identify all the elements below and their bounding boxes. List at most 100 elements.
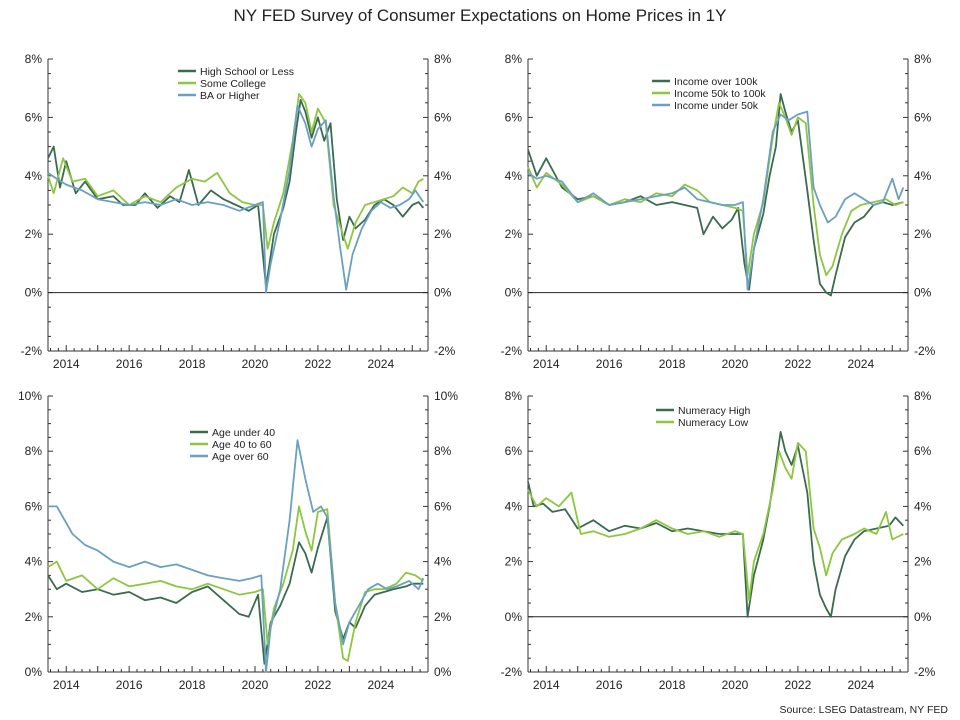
y-tick-label-left: -2% xyxy=(501,665,523,679)
y-tick-label-right: 6% xyxy=(914,444,932,458)
y-tick-label-right: 6% xyxy=(914,110,932,124)
x-tick-label: 2024 xyxy=(847,678,874,692)
legend-label: Age 40 to 60 xyxy=(212,439,272,451)
x-tick-label: 2014 xyxy=(533,357,560,371)
y-tick-label-right: 8% xyxy=(434,444,452,458)
x-tick-label: 2024 xyxy=(367,678,394,692)
series-line-some-college xyxy=(47,93,424,250)
y-tick-label-left: 2% xyxy=(25,610,43,624)
series-line-ba-or-higher xyxy=(47,104,425,294)
y-tick-label-left: 6% xyxy=(25,499,43,513)
y-tick-label-right: 2% xyxy=(434,610,452,624)
y-tick-label-left: 8% xyxy=(25,52,43,66)
y-tick-label-left: 0% xyxy=(505,286,523,300)
x-tick-label: 2014 xyxy=(533,678,560,692)
x-tick-label: 2022 xyxy=(305,357,332,371)
legend-label: BA or Higher xyxy=(200,90,260,102)
legend-label: High School or Less xyxy=(200,66,294,78)
y-tick-label-left: -2% xyxy=(501,344,523,358)
y-tick-label-right: 6% xyxy=(434,499,452,513)
y-tick-label-left: 0% xyxy=(505,610,523,624)
y-tick-label-right: -2% xyxy=(914,344,936,358)
y-tick-label-right: 4% xyxy=(434,169,452,183)
y-tick-label-left: 2% xyxy=(505,555,523,569)
page-title: NY FED Survey of Consumer Expectations o… xyxy=(233,6,727,25)
y-tick-label-right: 4% xyxy=(434,555,452,569)
y-tick-label-left: 2% xyxy=(505,227,523,241)
y-tick-label-left: 4% xyxy=(505,169,523,183)
x-tick-label: 2024 xyxy=(367,357,394,371)
x-tick-label: 2020 xyxy=(722,357,749,371)
y-tick-label-left: -2% xyxy=(21,344,43,358)
legend-label: Income 50k to 100k xyxy=(674,88,766,100)
series-line-numeracy-low xyxy=(527,441,904,602)
panel-income: -2% -2% 0% 0% 2% 2% 4% 4% 6% 6% 8% 8% 2014 2016 2018 20… xyxy=(501,52,936,371)
y-tick-label-right: 0% xyxy=(434,665,452,679)
x-tick-label: 2016 xyxy=(116,678,143,692)
y-tick-label-left: 2% xyxy=(25,227,43,241)
x-tick-label: 2016 xyxy=(596,357,623,371)
series-line-age-over-60 xyxy=(48,439,425,673)
x-tick-label: 2018 xyxy=(659,678,686,692)
series-line-high-school-or-less xyxy=(47,99,424,288)
y-tick-label-left: 6% xyxy=(505,110,523,124)
y-tick-label-right: 8% xyxy=(434,52,452,66)
y-tick-label-left: 10% xyxy=(18,389,42,403)
y-tick-label-left: 4% xyxy=(25,169,43,183)
x-tick-label: 2016 xyxy=(596,678,623,692)
y-tick-label-right: 8% xyxy=(914,52,932,66)
x-tick-label: 2018 xyxy=(179,678,206,692)
y-tick-label-left: 8% xyxy=(505,389,523,403)
y-tick-label-left: 4% xyxy=(25,555,43,569)
x-tick-label: 2014 xyxy=(53,678,80,692)
x-tick-label: 2022 xyxy=(785,357,812,371)
x-tick-label: 2024 xyxy=(847,357,874,371)
y-tick-label-left: 8% xyxy=(505,52,523,66)
y-tick-label-right: 8% xyxy=(914,389,932,403)
y-tick-label-right: 2% xyxy=(914,555,932,569)
y-tick-label-left: 4% xyxy=(505,499,523,513)
y-tick-label-right: 2% xyxy=(434,227,452,241)
legend-label: Income over 100k xyxy=(674,76,758,88)
x-tick-label: 2020 xyxy=(242,357,269,371)
x-tick-label: 2014 xyxy=(53,357,80,371)
series-line-income-under-50k xyxy=(527,110,905,291)
y-tick-label-right: 0% xyxy=(914,286,932,300)
y-tick-label-left: 6% xyxy=(505,444,523,458)
y-tick-label-right: 0% xyxy=(434,286,452,300)
y-tick-label-left: 8% xyxy=(25,444,43,458)
x-tick-label: 2022 xyxy=(305,678,332,692)
x-tick-label: 2018 xyxy=(659,357,686,371)
y-tick-label-right: 2% xyxy=(914,227,932,241)
legend-label: Age under 40 xyxy=(212,427,275,439)
x-tick-label: 2022 xyxy=(785,678,812,692)
legend-label: Numeracy High xyxy=(678,405,751,417)
legend-label: Income under 50k xyxy=(674,100,759,112)
x-tick-label: 2020 xyxy=(722,678,749,692)
panel-education: -2% -2% 0% 0% 2% 2% 4% 4% 6% 6% 8% 8% 2014 2016 2018 20… xyxy=(21,52,456,371)
y-tick-label-right: 10% xyxy=(434,389,458,403)
series-line-numeracy-high xyxy=(527,430,904,618)
panel-age: 0% 0% 2% 2% 4% 4% 6% 6% 8% 8% 10% 10% 2014 2016 2018 20… xyxy=(18,389,458,692)
series-line-income-50k-to-100k xyxy=(527,101,904,277)
y-tick-label-right: -2% xyxy=(914,665,936,679)
y-tick-label-left: 0% xyxy=(25,286,43,300)
y-tick-label-right: 0% xyxy=(914,610,932,624)
y-tick-label-right: -2% xyxy=(434,344,456,358)
x-tick-label: 2018 xyxy=(179,357,206,371)
panel-numeracy: -2% -2% 0% 0% 2% 2% 4% 4% 6% 6% 8% 8% 2014 2016 2018 20… xyxy=(501,389,936,692)
y-tick-label-left: 0% xyxy=(25,665,43,679)
series-line-age-40-to-60 xyxy=(47,505,424,662)
series-line-age-under-40 xyxy=(47,516,424,665)
y-tick-label-right: 6% xyxy=(434,110,452,124)
source-note: Source: LSEG Datastream, NY FED xyxy=(779,704,948,716)
x-tick-label: 2016 xyxy=(116,357,143,371)
legend-label: Age over 60 xyxy=(212,451,269,463)
x-tick-label: 2020 xyxy=(242,678,269,692)
y-tick-label-left: 6% xyxy=(25,110,43,124)
legend-label: Numeracy Low xyxy=(678,417,748,429)
y-tick-label-right: 4% xyxy=(914,169,932,183)
legend-label: Some College xyxy=(200,78,266,90)
series-line-income-over-100k xyxy=(527,93,904,297)
